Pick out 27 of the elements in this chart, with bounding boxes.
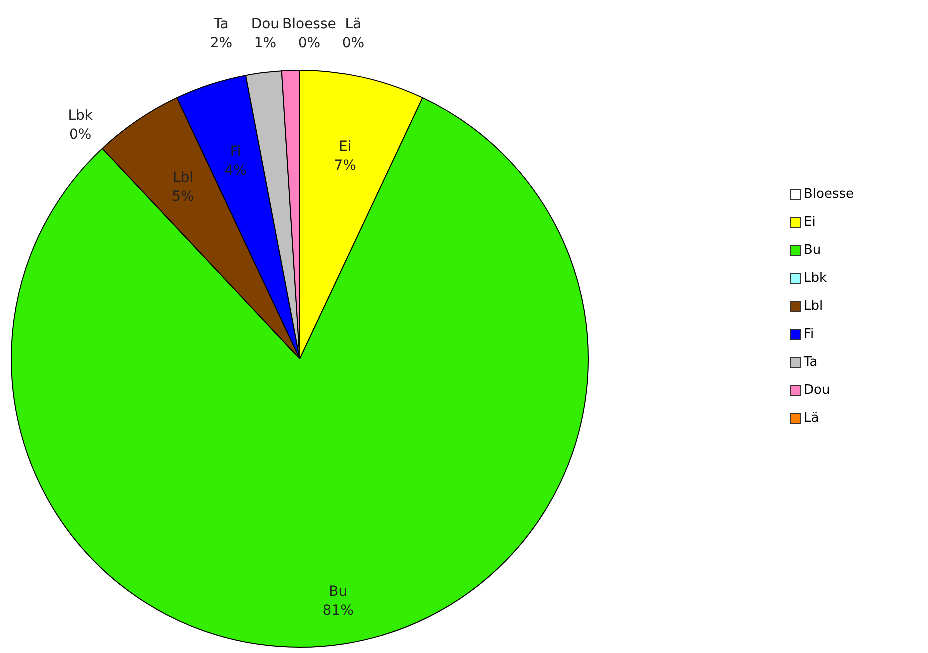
legend-label: Ta — [804, 354, 818, 370]
slice-label: Lbl — [172, 170, 194, 186]
text: 0% — [298, 36, 321, 52]
slice-label: Fi — [230, 144, 242, 160]
data-label: 1% — [254, 36, 277, 52]
data-label: 81% — [322, 602, 354, 619]
legend-label: Lbl — [804, 298, 824, 314]
data-label: 7% — [334, 158, 356, 174]
category-label: Lä — [345, 16, 362, 33]
slice-label: Ta — [213, 16, 229, 33]
slice-label: Ei — [338, 138, 352, 155]
slice-label: Dou — [251, 16, 280, 33]
data-label: 2% — [210, 36, 233, 52]
legend-label: Ei — [804, 214, 816, 230]
slice-label: Bu — [329, 584, 348, 600]
text: 0% — [342, 36, 365, 52]
legend-label: Fi — [804, 326, 814, 342]
text: 0% — [69, 127, 92, 144]
legend-label: Dou — [804, 382, 830, 398]
category-label: Lbk — [68, 108, 93, 124]
data-label: 4% — [224, 163, 247, 180]
legend-label: Lä — [804, 410, 820, 426]
data-label: 5% — [172, 188, 194, 205]
category-label: Bloesse — [282, 16, 336, 33]
legend-label: Bu — [804, 242, 822, 258]
legend-label: Bloesse — [804, 186, 854, 202]
legend-label: Lbk — [804, 270, 828, 286]
